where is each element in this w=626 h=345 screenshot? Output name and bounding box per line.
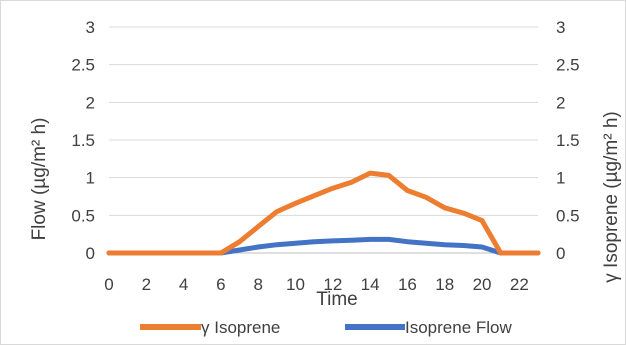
x-tick-label: 22 bbox=[510, 275, 529, 294]
y-tick-label-right: 2 bbox=[556, 93, 565, 112]
y-tick-label-left: 0 bbox=[86, 244, 95, 263]
x-tick-label: 10 bbox=[286, 275, 305, 294]
y-axis-right-ticks: 0 0.5 1 1.5 2 2.5 3 bbox=[556, 18, 580, 263]
x-tick-label: 0 bbox=[104, 275, 113, 294]
x-tick-label: 8 bbox=[253, 275, 262, 294]
x-tick-label: 6 bbox=[216, 275, 225, 294]
x-tick-label: 14 bbox=[361, 275, 380, 294]
x-tick-label: 2 bbox=[142, 275, 151, 294]
legend: γ Isoprene Isoprene Flow bbox=[140, 318, 512, 337]
series-line-gamma-isoprene bbox=[106, 170, 541, 256]
gridlines bbox=[109, 26, 538, 254]
y-tick-label-left: 2 bbox=[86, 93, 95, 112]
y-tick-label-left: 1 bbox=[86, 169, 95, 188]
y-axis-right-title: γ Isoprene (µg/m² h) bbox=[601, 111, 622, 282]
y-tick-label-left: 0.5 bbox=[71, 206, 95, 225]
y-tick-label-right: 1 bbox=[556, 169, 565, 188]
y-tick-label-left: 1.5 bbox=[71, 131, 95, 150]
x-tick-label: 18 bbox=[435, 275, 454, 294]
legend-label-gamma-isoprene: γ Isoprene bbox=[201, 318, 280, 337]
x-tick-label: 20 bbox=[473, 275, 492, 294]
y-tick-label-left: 2.5 bbox=[71, 56, 95, 75]
x-tick-label: 12 bbox=[323, 275, 342, 294]
y-tick-label-right: 0.5 bbox=[556, 206, 580, 225]
y-axis-left-title: Flow (µg/m² h) bbox=[29, 118, 50, 241]
series-layer bbox=[106, 170, 541, 256]
y-tick-label-right: 1.5 bbox=[556, 131, 580, 150]
x-axis-title: Time bbox=[316, 289, 358, 310]
y-tick-label-right: 3 bbox=[556, 18, 565, 37]
x-axis-ticks: 0 2 4 6 8 10 12 14 16 18 20 22 bbox=[104, 275, 529, 294]
legend-label-isoprene-flow: Isoprene Flow bbox=[405, 318, 512, 337]
x-tick-label: 16 bbox=[398, 275, 417, 294]
x-tick-label: 4 bbox=[179, 275, 188, 294]
y-tick-label-left: 3 bbox=[86, 18, 95, 37]
y-tick-label-right: 0 bbox=[556, 244, 565, 263]
y-axis-left-ticks: 0 0.5 1 1.5 2 2.5 3 bbox=[71, 18, 95, 263]
y-tick-label-right: 2.5 bbox=[556, 56, 580, 75]
